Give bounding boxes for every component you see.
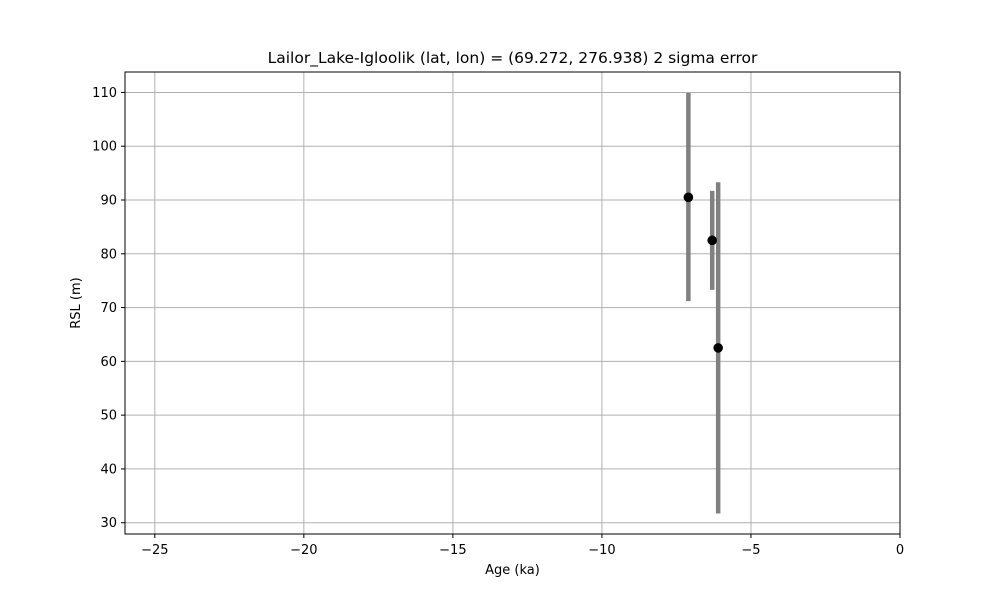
data-point-3 (713, 343, 723, 353)
data-point-2 (707, 235, 718, 246)
x-tick-label: 0 (896, 543, 904, 558)
x-tick-label: −25 (141, 543, 168, 558)
y-tick-label: 90 (100, 194, 117, 209)
y-tick-label: 80 (100, 247, 117, 262)
x-tick-label: −15 (439, 543, 466, 558)
chart-title: Lailor_Lake-Igloolik (lat, lon) = (69.27… (268, 49, 758, 68)
plot-area-frame (124, 71, 901, 535)
y-axis-label: RSL (m) (69, 277, 84, 328)
x-axis-label: Age (ka) (485, 563, 540, 578)
y-tick-label: 100 (92, 140, 117, 155)
x-tick-label: −20 (290, 543, 317, 558)
y-tick-label: 60 (100, 355, 117, 370)
ticks: −25 −20 −15 −10 −5 0 30 40 50 60 70 80 90 100 110 (92, 86, 904, 558)
x-tick-label: −10 (588, 543, 615, 558)
y-tick-label: 70 (100, 301, 117, 316)
data-points (683, 192, 723, 353)
data-point-1 (683, 192, 694, 203)
y-tick-label: 30 (100, 516, 117, 531)
x-tick-label: −5 (741, 543, 760, 558)
y-tick-label: 110 (92, 86, 117, 101)
y-tick-label: 50 (100, 409, 117, 424)
y-tick-label: 40 (100, 462, 117, 477)
